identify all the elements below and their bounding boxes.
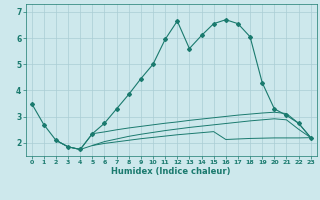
X-axis label: Humidex (Indice chaleur): Humidex (Indice chaleur) (111, 167, 231, 176)
